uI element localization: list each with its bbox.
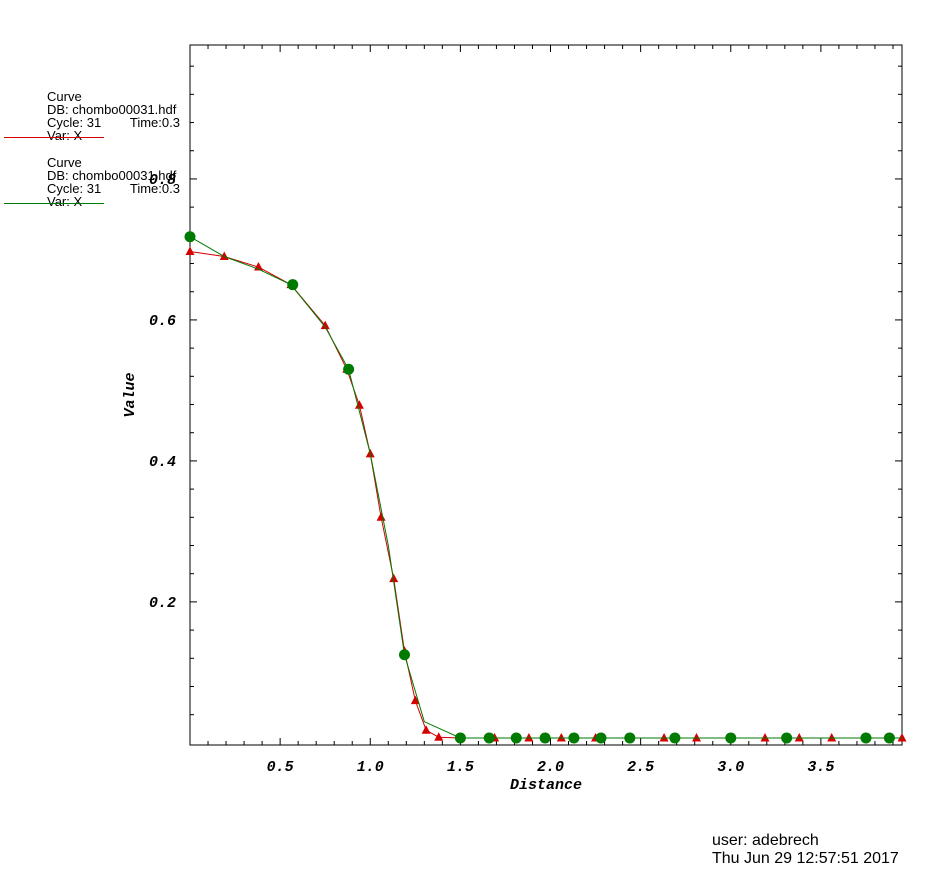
axis-tick-labels: 0.5 1.0 1.5 2.0 2.5 3.0 3.5 0.2 0.4 0.6 0.8 (149, 172, 834, 776)
data-point-triangle (185, 246, 195, 256)
data-point-circle (781, 732, 793, 744)
data-point-triangle (389, 573, 399, 583)
data-point-circle (883, 732, 895, 744)
legend-1-time: Time:0.3 (129, 115, 180, 130)
x-tick-label: 2.5 (627, 759, 654, 776)
data-point-triangle (376, 512, 386, 521)
series-layer (184, 231, 907, 744)
series-line (189, 251, 902, 739)
legend-2-time: Time:0.3 (129, 181, 180, 196)
series-line (189, 236, 902, 739)
data-point-circle (454, 732, 466, 744)
legend-1-title: Curve (47, 89, 82, 104)
data-point-circle (483, 732, 495, 744)
x-tick-label: 2.0 (537, 759, 564, 776)
axis-ticks (190, 45, 902, 745)
data-point-triangle (434, 732, 444, 741)
y-axis-label: Value (122, 372, 139, 417)
x-tick-label: 0.5 (267, 759, 294, 776)
data-point-circle (539, 732, 551, 744)
data-point-circle (624, 732, 636, 744)
data-point-circle (510, 732, 522, 744)
legend-2-cycle: Cycle: 31 (47, 181, 102, 196)
data-point-triangle (524, 732, 534, 742)
data-point-triangle (556, 732, 566, 742)
x-tick-label: 3.0 (717, 759, 744, 776)
data-point-triangle (897, 732, 907, 742)
series-1 (185, 246, 907, 742)
data-point-triangle (320, 320, 330, 330)
data-point-circle (860, 732, 872, 744)
footer-date: Thu Jun 29 12:57:51 2017 (712, 850, 899, 867)
data-point-triangle (794, 732, 804, 742)
y-tick-label: 0.8 (149, 172, 176, 189)
data-point-circle (669, 732, 681, 744)
x-tick-label: 1.5 (447, 759, 474, 776)
data-point-triangle (421, 725, 431, 734)
data-point-circle (287, 279, 299, 291)
data-point-circle (184, 231, 196, 243)
legend-1-cycle-time: Cycle: 31 Time:0.3 (47, 116, 180, 129)
legend-2-var: Var: X (47, 194, 83, 209)
x-tick-label: 3.5 (807, 759, 834, 776)
x-axis-label: Distance (510, 777, 582, 794)
data-point-circle (399, 649, 411, 661)
data-point-triangle (354, 400, 364, 409)
x-tick-label: 1.0 (357, 759, 384, 776)
legend-entry-1: Curve DB: chombo00031.hdf Cycle: 31 Time… (47, 90, 180, 142)
legend-1-line (4, 137, 104, 138)
legend-2-title: Curve (47, 155, 82, 170)
legend-2-db: DB: chombo00031.hdf (47, 168, 177, 183)
plot-frame (189, 44, 903, 746)
data-point-triangle (827, 732, 837, 742)
legend-1-db: DB: chombo00031.hdf (47, 102, 177, 117)
series-2 (184, 231, 902, 744)
data-point-circle (725, 732, 737, 744)
legend-entry-2: Curve DB: chombo00031.hdf Cycle: 31 Time… (47, 156, 180, 208)
y-tick-label: 0.4 (149, 454, 176, 471)
data-point-triangle (760, 732, 770, 742)
data-point-triangle (692, 732, 702, 742)
data-point-circle (343, 363, 355, 375)
legend-2-cycle-time: Cycle: 31 Time:0.3 (47, 182, 180, 195)
data-point-circle (595, 732, 607, 744)
legend-1-cycle: Cycle: 31 (47, 115, 102, 130)
data-point-triangle (410, 695, 420, 705)
y-tick-label: 0.6 (149, 313, 176, 330)
y-tick-label: 0.2 (149, 595, 176, 612)
data-point-triangle (659, 732, 669, 742)
legend-2-line (4, 203, 104, 204)
legend-1-var: Var: X (47, 128, 83, 143)
data-point-circle (568, 732, 580, 744)
footer-user: user: adebrech (712, 832, 819, 849)
